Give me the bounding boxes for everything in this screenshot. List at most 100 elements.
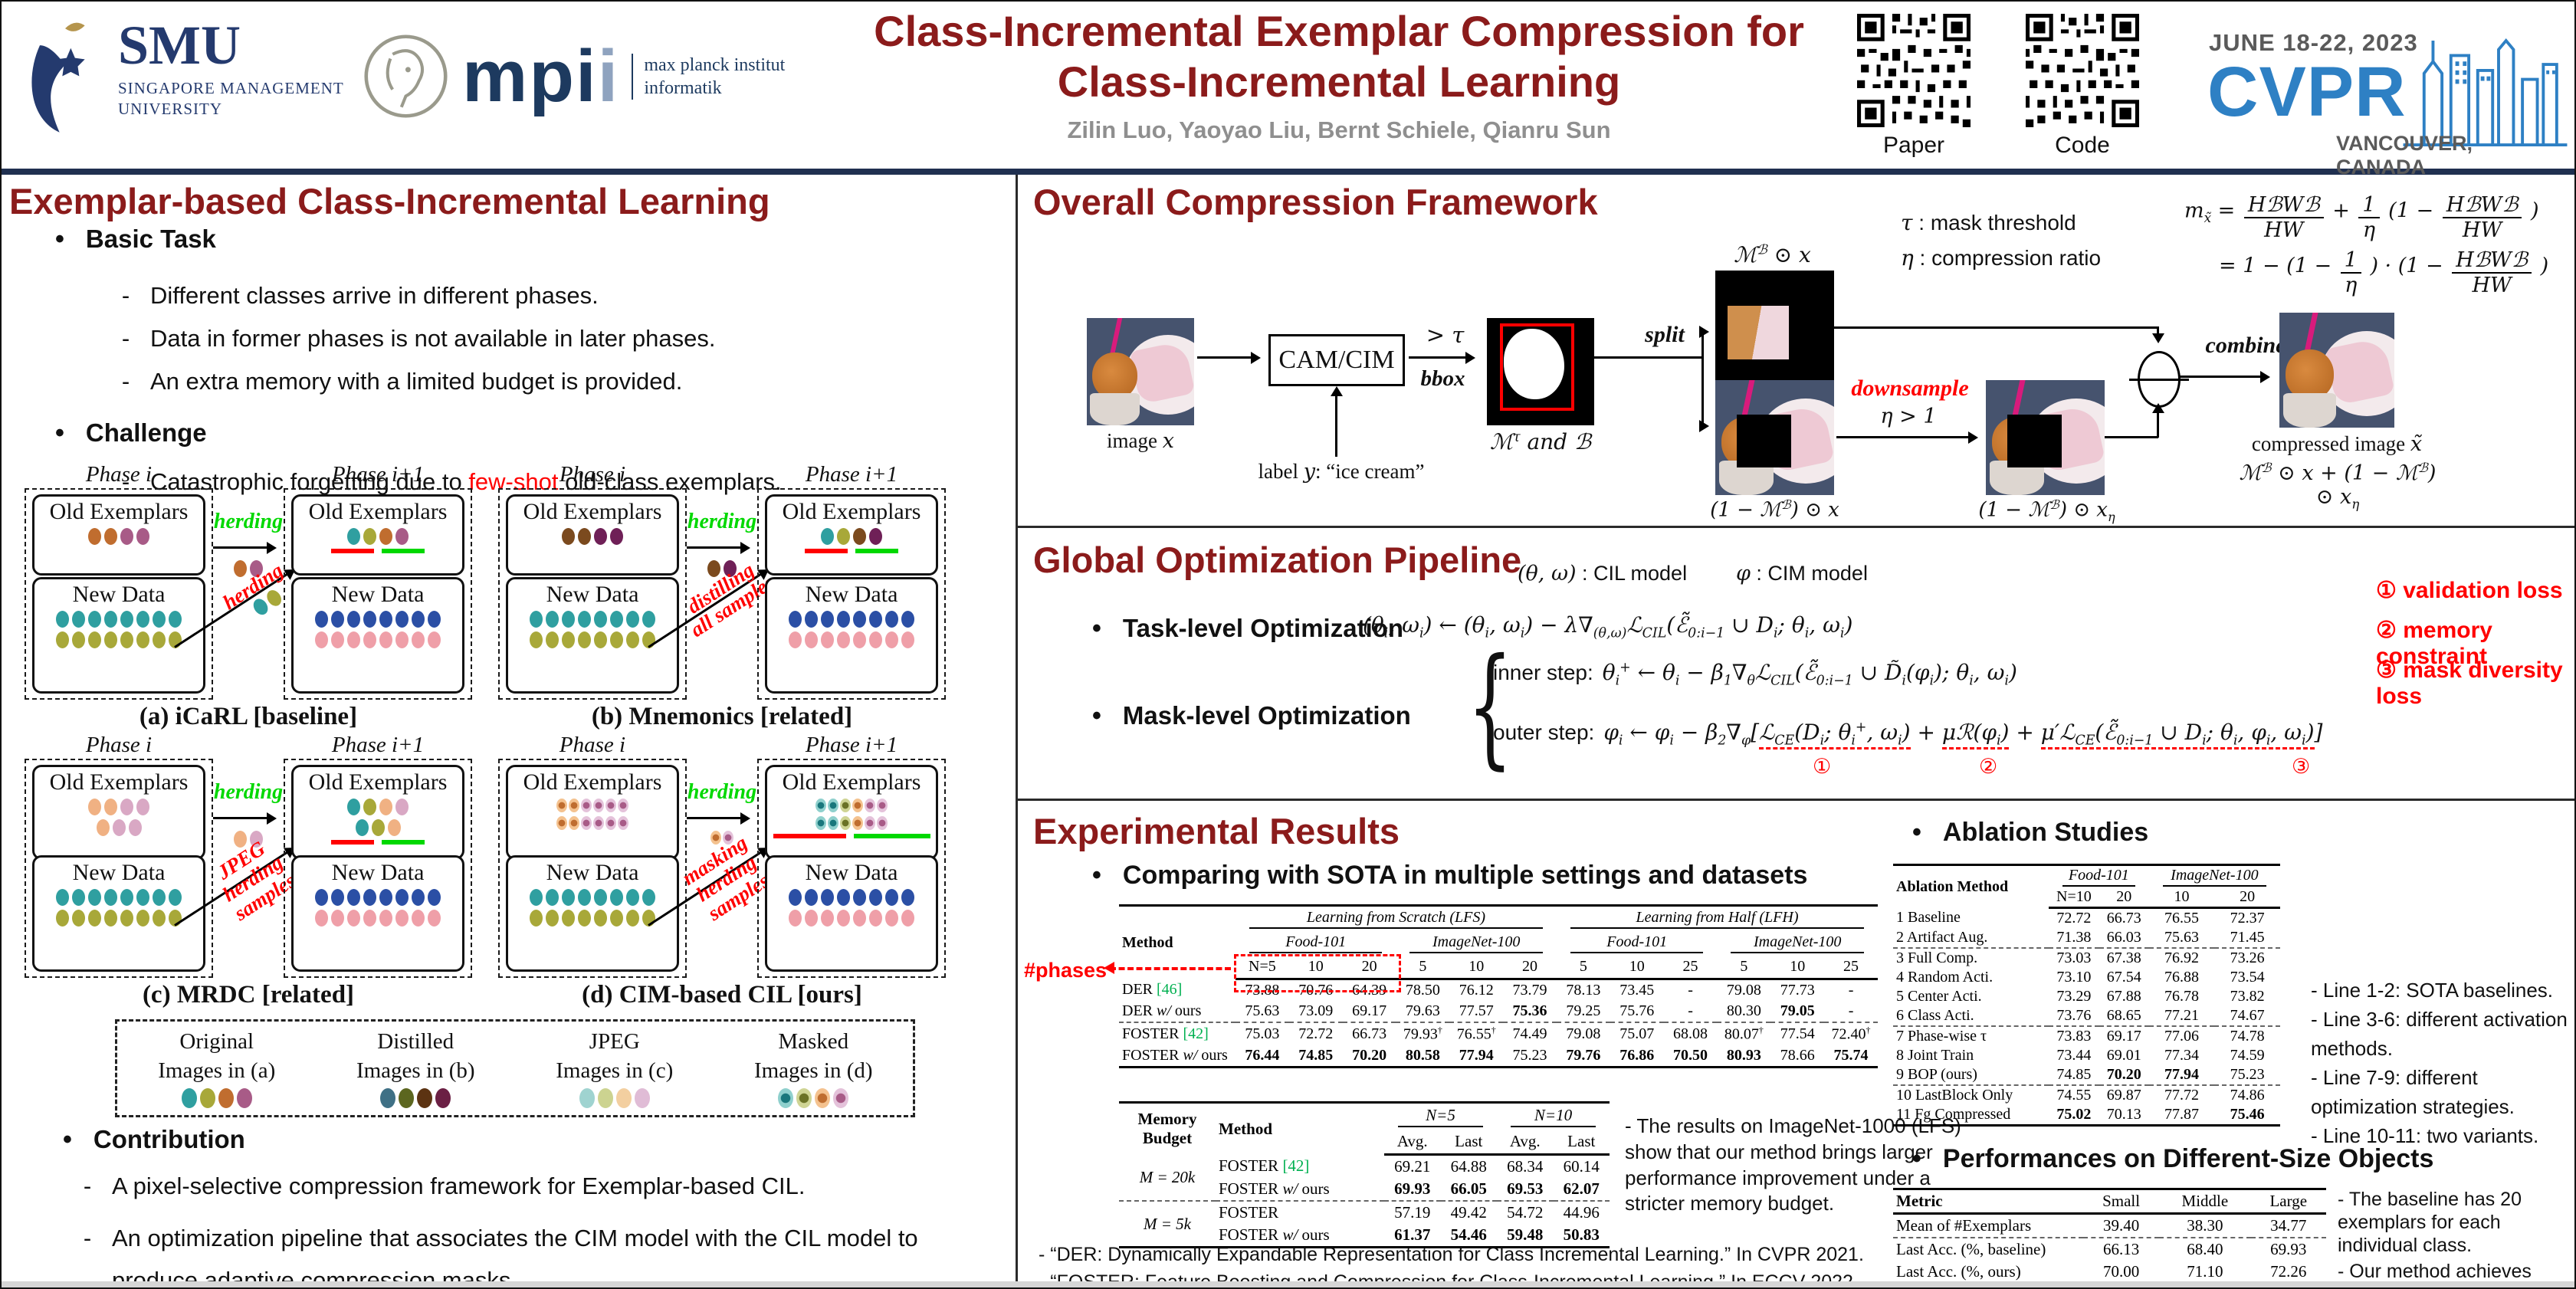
- exemplar-dot: [789, 611, 802, 628]
- value-cell: 76.92: [2148, 947, 2215, 968]
- exemplar-dot: [869, 611, 882, 628]
- table-row: DER [46] 73.88 70.76 64.39 78.50 76.12 73.79 78…: [1119, 979, 1878, 1002]
- exemplar-dot: [380, 1088, 396, 1109]
- exemplar-dot: [885, 631, 898, 648]
- combine-line-bottom: [2105, 436, 2158, 438]
- exemplar-dot: [153, 631, 166, 648]
- value-cell: 77.57: [1459, 1002, 1494, 1019]
- exemplar-dot: [789, 910, 802, 927]
- exemplar-dot: [104, 631, 117, 648]
- exemplar-dot: [562, 910, 575, 927]
- value-cell: 77.34: [2164, 1047, 2200, 1064]
- exemplar-dot: [56, 910, 69, 927]
- exemplar-dot: [865, 799, 875, 812]
- table-row: M = 5k FOSTER 57.19 49.42 54.72 44.96: [1119, 1200, 1610, 1248]
- budget-cell: M = 5k: [1119, 1200, 1216, 1248]
- cam-cim-box: CAM/CIM: [1268, 334, 1405, 386]
- method-cell: 4 Random Acti.: [1896, 969, 1994, 986]
- exemplar-dot: [581, 799, 592, 812]
- exemplar-dot: [821, 631, 834, 648]
- exemplar-dot: [395, 799, 409, 815]
- legend-item-masked: Masked Images in (d): [714, 1028, 914, 1109]
- value-cell: 70.13: [2106, 1106, 2141, 1123]
- value-cell: -: [1848, 1002, 1854, 1019]
- value-cell: 54.46: [1450, 1225, 1487, 1244]
- exemplar-dot: [250, 560, 263, 577]
- value-cell: 76.88: [2164, 969, 2200, 986]
- exemplar-dot: [821, 910, 834, 927]
- brace-icon: {: [1467, 631, 1513, 782]
- exemplar-dot: [869, 631, 882, 648]
- value-cell: 69.53: [1507, 1179, 1544, 1198]
- exemplar-dot: [347, 528, 360, 545]
- exemplar-dot: [104, 889, 117, 906]
- value-cell: 39.40: [2102, 1216, 2140, 1235]
- ablation-table: Ablation Method Food-101 ImageNet-100 N=…: [1893, 864, 2280, 1127]
- method-cell: 3 Full Comp.: [1893, 947, 2049, 968]
- old-exemplars-box: Old Exemplars: [506, 765, 679, 860]
- exemplar-dot: [821, 528, 834, 545]
- contribution-item: A pixel-selective compression framework …: [112, 1173, 806, 1199]
- section-divider-1: [1018, 526, 2574, 528]
- herding-arrow: [213, 541, 277, 554]
- method-cell: 5 Center Acti.: [1896, 988, 1982, 1005]
- exemplar-dot: [610, 910, 623, 927]
- herding-label: herding: [687, 780, 757, 804]
- exemplar-dot: [837, 889, 850, 906]
- validation-loss-term: ℒCE(Di; θi+, ωi): [1759, 720, 1911, 749]
- value-cell: 67.88: [2106, 988, 2141, 1005]
- exemplar-dot: [395, 528, 409, 545]
- smu-lion-icon: [31, 22, 85, 133]
- dot-row: [34, 527, 203, 546]
- exemplar-dot: [901, 910, 914, 927]
- dash-icon: -: [83, 1225, 92, 1252]
- red-underline: [805, 549, 848, 553]
- value-cell: 77.94: [1459, 1046, 1494, 1064]
- value-cell: 73.29: [2056, 988, 2092, 1005]
- exemplar-dot: [837, 910, 850, 927]
- exemplar-dot: [837, 611, 850, 628]
- dot-row: [508, 610, 677, 628]
- mask-diversity-note: ③ mask diversity loss: [2376, 658, 2563, 709]
- exemplar-dot: [610, 631, 623, 648]
- exemplar-dot: [578, 910, 591, 927]
- value-cell: 67.54: [2106, 969, 2141, 986]
- exemplar-dot: [815, 1088, 831, 1109]
- new-data-box: New Data: [291, 855, 464, 972]
- paper-qr-code: [1857, 14, 1971, 127]
- few-shot-highlight: few-shot: [468, 468, 559, 495]
- value-cell: 80.93: [1726, 1046, 1761, 1064]
- table-row: 1 Baseline 72.72 66.73 76.55 72.37: [1893, 908, 2280, 929]
- value-cell: 79.25: [1566, 1002, 1601, 1019]
- exemplar-dot: [128, 819, 142, 836]
- exemplar-dot: [379, 910, 392, 927]
- value-cell: 69.21: [1394, 1157, 1431, 1176]
- exemplar-dot: [428, 631, 441, 648]
- table-row: 11 Fg Compressed 75.02 70.13 77.87 75.46: [1893, 1105, 2280, 1126]
- bullet-icon: •: [55, 225, 64, 254]
- memory-constraint-note: ② memory constraint: [2376, 618, 2492, 669]
- old-exemplars-box: Old Exemplars: [506, 494, 679, 576]
- value-cell: 79.05: [1780, 1002, 1815, 1019]
- exemplar-dot: [96, 819, 110, 836]
- diagram-row-1: Phase i Phase i+1 Old Exemplars New Data…: [25, 462, 992, 732]
- value-cell: 77.72: [2148, 1084, 2215, 1105]
- challenge-label: Challenge: [85, 418, 207, 447]
- value-cell: 62.07: [1563, 1179, 1600, 1198]
- phase-panel: Old Exemplars New Data: [284, 488, 472, 700]
- code-qr-block: Code: [2025, 14, 2140, 159]
- exemplar-dot: [852, 799, 863, 812]
- value-cell: 74.59: [2230, 1047, 2265, 1064]
- exemplar-dot: [569, 799, 579, 812]
- sizes-table: Metric Small Middle Large Mean of #Exemp…: [1893, 1188, 2326, 1287]
- exemplar-dot: [593, 799, 604, 812]
- method-cell: 8 Joint Train: [1896, 1047, 1974, 1064]
- value-cell: 60.14: [1563, 1157, 1600, 1176]
- exemplar-dot: [363, 631, 376, 648]
- value-cell: 76.12: [1459, 982, 1494, 999]
- exemplar-dot: [136, 799, 149, 815]
- herding-arrow: [213, 812, 277, 825]
- exemplar-dot: [821, 611, 834, 628]
- exemplar-dot: [412, 631, 425, 648]
- method-cell: FOSTER: [1216, 1200, 1384, 1224]
